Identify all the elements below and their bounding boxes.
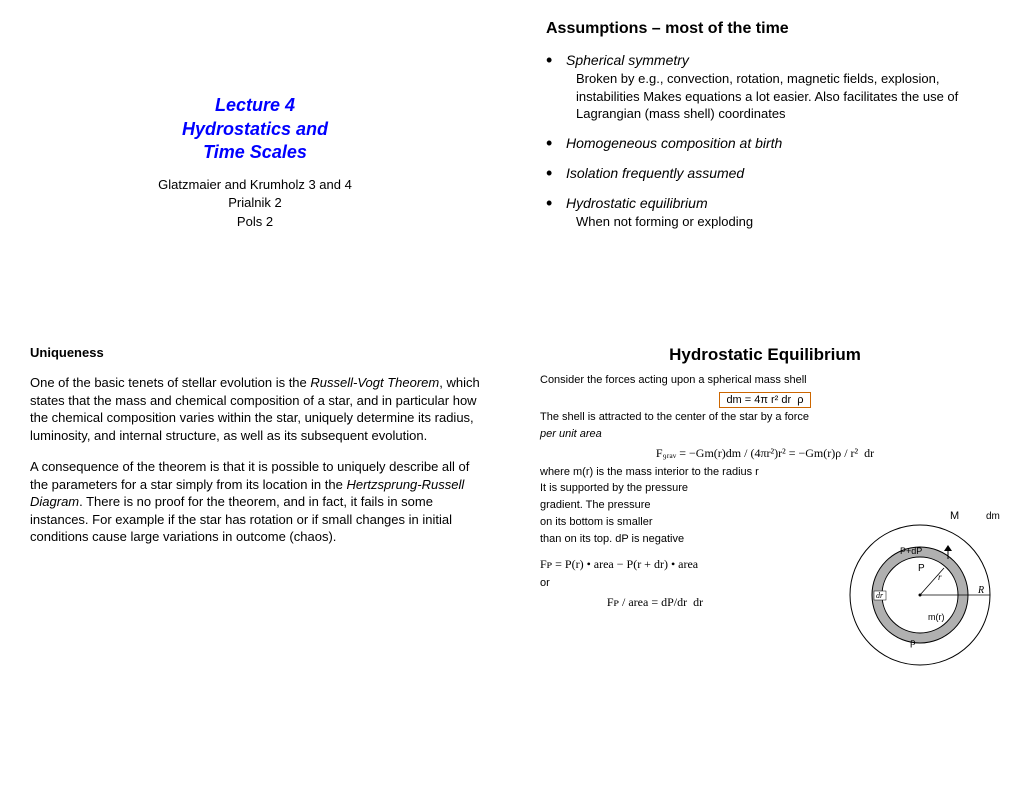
text-line: It is supported by the pressure	[540, 481, 770, 496]
title-line: Time Scales	[203, 142, 307, 162]
mass-shell-box: dm = 4π r² dr ρ	[540, 390, 990, 408]
text-line: The shell is attracted to the center of …	[540, 410, 990, 425]
item-body: Broken by e.g., convection, rotation, ma…	[576, 70, 990, 123]
quadrant-title: Lecture 4 Hydrostatics and Time Scales G…	[0, 0, 510, 325]
item-title: Spherical symmetry	[566, 52, 689, 68]
lecture-title: Lecture 4 Hydrostatics and Time Scales	[182, 94, 328, 164]
assumption-item: Homogeneous composition at birth	[546, 135, 990, 153]
item-title: Hydrostatic equilibrium	[566, 195, 708, 211]
arrow-icon	[944, 545, 952, 551]
title-line: Lecture 4	[215, 95, 295, 115]
item-title: Isolation frequently assumed	[566, 165, 744, 181]
text: . There is no proof for the theorem, and…	[30, 494, 452, 544]
left-text-column: where m(r) is the mass interior to the r…	[540, 465, 770, 610]
assumption-item: Spherical symmetry Broken by e.g., conve…	[546, 52, 990, 123]
quadrant-assumptions: Assumptions – most of the time Spherical…	[510, 0, 1020, 325]
label-P: P	[918, 563, 925, 574]
label-dr2: dr	[876, 591, 884, 600]
label-r: r	[938, 572, 942, 582]
paragraph: One of the basic tenets of stellar evolu…	[30, 374, 480, 444]
text-line: Consider the forces acting upon a spheri…	[540, 373, 990, 388]
ref-line: Glatzmaier and Krumholz 3 and 4	[158, 177, 352, 192]
label-R: R	[977, 585, 984, 596]
hydrostatic-header: Hydrostatic Equilibrium	[540, 345, 990, 365]
title-line: Hydrostatics and	[182, 119, 328, 139]
text-line: on its bottom is smaller	[540, 515, 770, 530]
item-title: Homogeneous composition at birth	[566, 135, 782, 151]
theorem-name: Russell-Vogt Theorem	[310, 375, 439, 390]
text-line-italic: per unit area	[540, 427, 990, 442]
ref-line: Prialnik 2	[228, 195, 281, 210]
label-M: M	[950, 510, 959, 522]
paragraph: A consequence of the theorem is that it …	[30, 458, 480, 546]
label-dm: dm	[986, 511, 1000, 522]
label-rho: ρ	[910, 636, 916, 648]
text: One of the basic tenets of stellar evolu…	[30, 375, 310, 390]
assumption-item: Isolation frequently assumed	[546, 165, 990, 183]
equation-fp-area: Fᴘ / area = dP/dr dr	[540, 595, 770, 610]
equation-pressure: Fᴘ = P(r) • area − P(r + dr) • area	[540, 557, 770, 572]
assumptions-list: Spherical symmetry Broken by e.g., conve…	[546, 52, 990, 230]
lecture-references: Glatzmaier and Krumholz 3 and 4 Prialnik…	[158, 176, 352, 231]
ref-line: Pols 2	[237, 214, 273, 229]
text-line: where m(r) is the mass interior to the r…	[540, 465, 770, 480]
boxed-equation: dm = 4π r² dr ρ	[719, 392, 810, 408]
assumptions-header: Assumptions – most of the time	[546, 20, 990, 38]
page: Lecture 4 Hydrostatics and Time Scales G…	[0, 0, 1020, 788]
equation-grav: F₉ᵣₐᵥ = −Gm(r)dm / (4πr²)r² = −Gm(r)ρ / …	[540, 446, 990, 461]
quadrant-hydrostatic: Hydrostatic Equilibrium Consider the for…	[510, 325, 1020, 788]
label-PdP: P+dP	[900, 546, 922, 556]
assumption-item: Hydrostatic equilibrium When not forming…	[546, 195, 990, 231]
text-line: than on its top. dP is negative	[540, 532, 770, 547]
uniqueness-header: Uniqueness	[30, 345, 480, 360]
quadrant-uniqueness: Uniqueness One of the basic tenets of st…	[0, 325, 510, 788]
text-line: or	[540, 576, 770, 591]
text-line: gradient. The pressure	[540, 498, 770, 513]
label-mr: m(r)	[928, 612, 945, 622]
shell-diagram: M dm P+dP P r R dr m(r) ρ dr	[830, 505, 1010, 685]
item-body: When not forming or exploding	[576, 213, 990, 231]
